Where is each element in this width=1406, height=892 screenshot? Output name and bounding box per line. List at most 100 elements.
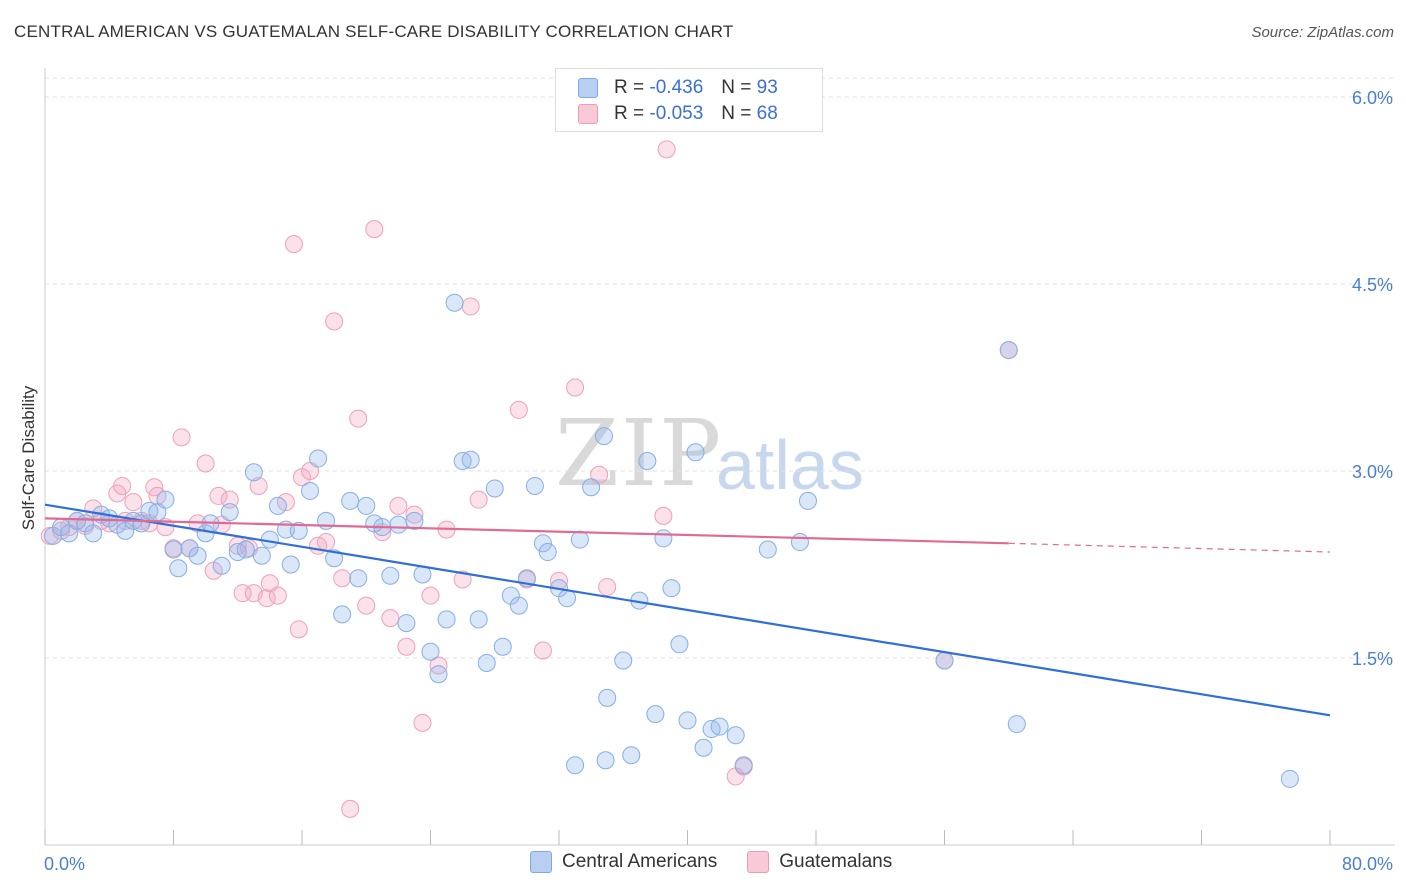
guatemalans-point (325, 312, 344, 331)
axis-labels: 1.5% 3.0% 4.5% 6.0% 0.0% 80.0% Self-Care Disab… (19, 88, 1393, 874)
source-label: Source: ZipAtlas.com (1251, 24, 1394, 41)
central-americans-point (429, 665, 448, 684)
x-tick-label-max: 80.0% (1342, 854, 1393, 874)
grid (45, 77, 1395, 659)
guatemalans-point (365, 220, 384, 239)
central-americans-point (999, 341, 1018, 360)
guatemalans-point (566, 378, 585, 397)
guatemalans-trend-line-extension (1008, 542, 1331, 553)
central-americans-point (252, 546, 271, 565)
legend-row-central-americans: R = -0.436 N = 93 (578, 75, 778, 101)
central-americans-point (654, 529, 673, 548)
central-americans-point (598, 688, 617, 707)
chart-title: CENTRAL AMERICAN VS GUATEMALAN SELF-CARE… (14, 22, 734, 41)
guatemalans-point (113, 476, 132, 495)
central-americans-point (220, 503, 239, 522)
central-americans-point (188, 546, 207, 565)
guatemalans-point (333, 569, 352, 588)
central-americans-point (1280, 769, 1299, 788)
central-americans-point (341, 491, 360, 510)
y-axis-title: Self-Care Disability (19, 385, 38, 530)
legend-r-label: R = (614, 103, 645, 124)
guatemalans-point (357, 596, 376, 615)
central-americans-point (638, 452, 657, 471)
central-americans-point (935, 651, 954, 670)
guatemalans-point (397, 637, 416, 656)
legend-swatch-pink (747, 851, 770, 873)
central-americans-point (533, 534, 552, 553)
legend-label: Guatemalans (779, 851, 893, 872)
central-americans-point (485, 479, 504, 498)
guatemalans-point (220, 490, 239, 509)
central-americans-point (622, 746, 641, 765)
central-americans-point (1007, 715, 1026, 734)
guatemalans-point (196, 454, 215, 473)
guatemalans-point (389, 496, 408, 515)
y-tick-label: 6.0% (1352, 88, 1393, 108)
central-americans-point (349, 569, 368, 588)
central-americans-point (694, 738, 713, 757)
central-americans-point (538, 543, 557, 562)
legend-r-label: R = (614, 77, 645, 98)
central-americans-point (493, 637, 512, 656)
legend-n-label: N = (721, 103, 752, 124)
central-americans-point (525, 476, 544, 495)
guatemalans-point (654, 506, 673, 525)
legend-item-guatemalans[interactable]: Guatemalans (747, 851, 892, 873)
central-americans-point (566, 756, 585, 775)
central-americans-point (758, 540, 777, 559)
central-americans-point (469, 610, 488, 629)
central-americans-point (169, 559, 188, 578)
central-americans-point (389, 515, 408, 534)
central-americans-point (325, 549, 344, 568)
central-americans-point (477, 653, 496, 672)
guatemalans-point (657, 140, 676, 159)
guatemalans-point (249, 476, 268, 495)
legend-n-value: 68 (756, 103, 778, 124)
central-americans-point (236, 540, 255, 559)
central-americans-point (686, 443, 705, 462)
guatemalans-trend-line (44, 517, 1009, 545)
guatemalans-point (413, 713, 432, 732)
central-americans-point (710, 717, 729, 736)
legend-swatch-blue (530, 851, 552, 873)
central-americans-point (309, 449, 328, 468)
central-americans-point (357, 496, 376, 515)
guatemalans-point (349, 409, 368, 428)
guatemalans-point (209, 486, 228, 505)
central-americans-point (670, 635, 689, 654)
central-americans-point (790, 533, 809, 552)
central-americans-point (333, 605, 352, 624)
central-americans-point (301, 481, 320, 500)
central-americans-point (445, 293, 464, 312)
guatemalans-point (509, 400, 528, 419)
guatemalans-points (40, 140, 1018, 818)
guatemalans-point (598, 577, 617, 596)
y-tick-label: 3.0% (1352, 462, 1393, 482)
y-tick-label: 4.5% (1352, 275, 1393, 295)
central-americans-point (281, 555, 300, 574)
central-americans-point (614, 651, 633, 670)
legend-item-central-americans[interactable]: Central Americans (530, 851, 717, 873)
y-tick-label: 1.5% (1352, 649, 1393, 669)
central-americans-point (461, 450, 480, 469)
guatemalans-point (533, 641, 552, 660)
central-americans-point (405, 511, 424, 530)
central-americans-point (212, 556, 231, 575)
central-americans-point (509, 596, 528, 615)
central-americans-point (268, 496, 287, 515)
guatemalans-point (289, 620, 308, 639)
central-americans-point (726, 726, 745, 745)
central-americans-point (570, 530, 589, 549)
x-tick-label-min: 0.0% (44, 854, 85, 874)
guatemalans-point (284, 235, 303, 254)
correlation-legend: R = -0.436 N = 93 R = -0.053 N = 68 (555, 68, 823, 132)
guatemalans-point (453, 570, 472, 589)
guatemalans-point (469, 490, 488, 509)
axes (44, 68, 1395, 846)
legend-n-value: 93 (756, 77, 778, 98)
central-americans-points (44, 293, 1299, 788)
guatemalans-point (317, 533, 336, 552)
legend-label: Central Americans (562, 851, 718, 872)
legend-n-label: N = (721, 77, 752, 98)
